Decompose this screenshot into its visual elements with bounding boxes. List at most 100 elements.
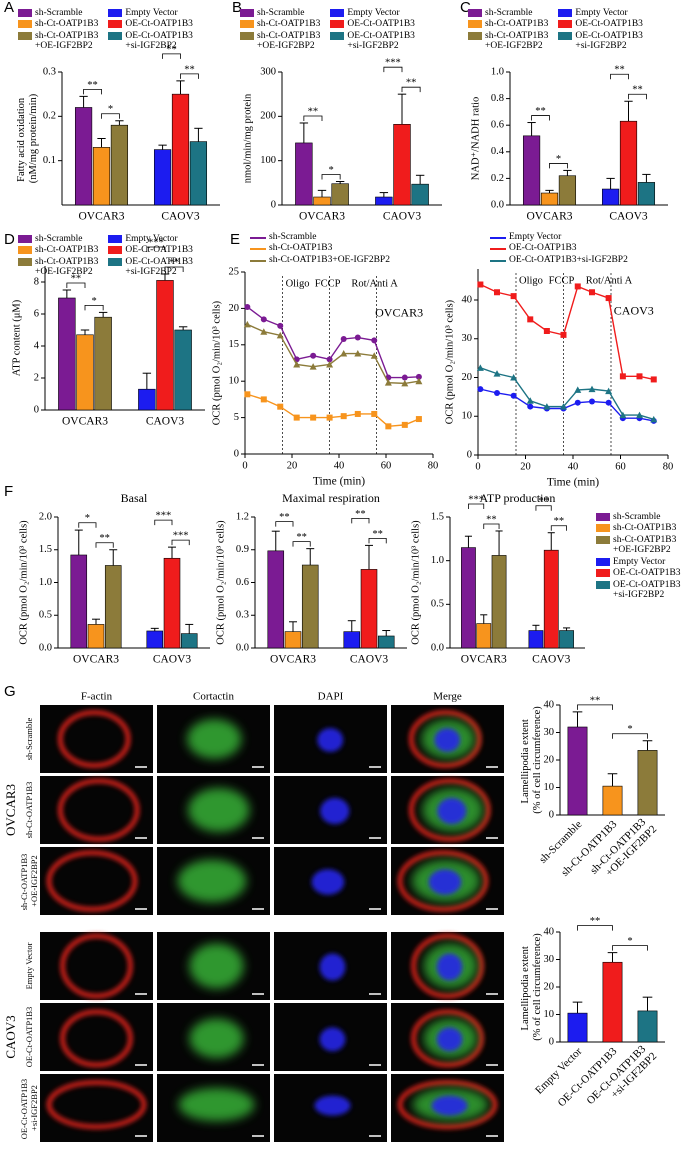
legend-item: Empty Vector [108,8,193,18]
significance-bracket [612,945,648,951]
group-label: OVCAR3 [3,784,18,836]
error-bar [97,138,106,148]
legend-swatch [18,257,32,266]
bar [476,623,492,649]
error-bar [495,530,503,556]
dapi-signal [311,869,345,895]
y-tick-label: 0.6 [491,120,504,131]
legend-item: sh-Ct-OATP1B3 +OE-IGF2BP2 [240,31,320,52]
significance-bracket [483,523,500,529]
bar [174,329,192,411]
legend: sh-Scramble sh-Ct-OATP1B3 sh-Ct-OATP1B3 +O… [240,8,415,52]
micrograph [274,705,387,773]
y-axis-label: OCR (pmol O₂/min/10³ cells) [444,299,455,424]
bar [163,557,181,649]
significance-bracket [468,503,485,509]
bar [528,630,544,649]
f-actin-signal [397,1080,498,1130]
bar [522,135,541,206]
significance-bracket [101,113,120,119]
y-tick-label: 0.3 [236,610,249,621]
bar [491,555,507,649]
legend-swatch [490,237,506,239]
significance-label: ** [71,273,82,284]
legend-swatch [468,9,482,17]
micrograph [391,932,504,1000]
y-tick-label: 25 [229,266,240,277]
significance-bracket [368,537,387,544]
marker [619,411,627,419]
significance-bracket [612,733,648,739]
bar [92,147,111,206]
legend-item: sh-Scramble [18,234,98,244]
marker [510,293,517,300]
bar [180,633,198,649]
cell-line-label: CAOV3 [614,304,654,318]
legend-item: sh-Ct-OATP1B3 [240,19,320,29]
error-bar [572,711,583,727]
bar [543,549,559,649]
significance-label: *** [148,237,164,248]
legend-item: OE-Ct-OATP1B3 [108,245,193,255]
bar [559,630,574,649]
x-tick-label: 60 [615,461,626,472]
legend-swatch [490,248,506,251]
micrograph [40,1074,153,1142]
significance-label: * [328,165,333,176]
significance-label: * [91,296,96,307]
y-tick-label: 0.0 [236,642,249,653]
error-bar [624,100,633,122]
legend-item: OE-Ct-OATP1B3 +si-IGF2BP2 [108,31,193,52]
legend-swatch [250,237,266,239]
bar [567,726,588,816]
y-axis-label: NAD⁺/NADH ratio [470,97,481,180]
legend-item: sh-Ct-OATP1B3+OE-IGF2BP2 [250,255,390,265]
bar [602,961,623,1043]
panel-letter: G [4,683,16,700]
marker [636,411,643,419]
series-line [247,323,420,385]
significance-bracket [351,517,370,524]
significance-bracket [78,522,97,528]
error-bar [379,192,389,198]
y-tick-label: 0.1 [43,155,56,166]
marker [543,403,551,410]
column-header: Cortactin [193,691,234,703]
significance-bracket [171,539,190,546]
bar [637,182,656,206]
f-actin-signal [411,1009,484,1068]
y-tick-label: 20 [462,372,473,383]
marker [589,289,595,296]
legend-swatch [490,259,506,262]
legend-label: sh-Ct-OATP1B3 [35,19,99,30]
significance-label: ** [372,529,383,540]
legend-item: sh-Ct-OATP1B3 +OE-IGF2BP2 [468,31,548,52]
legend-label: sh-Ct-OATP1B3 [257,19,321,30]
significance-bracket [275,521,294,527]
cortactin-signal [178,1088,255,1122]
significance-bracket [628,93,647,100]
significance-label: ** [355,509,366,520]
legend-swatch [468,31,482,40]
y-tick-label: 10 [462,411,473,422]
y-tick-label: 0.6 [236,577,249,588]
legend-label: sh-Ct-OATP1B3+OE-IGF2BP2 [269,254,390,265]
legend-item: OE-Ct-OATP1B3 +si-IGF2BP2 [558,31,643,52]
y-axis-label: nmol/min/mg protein [242,93,253,183]
f-actin-signal [46,1080,147,1130]
y-tick-label: 0.0 [491,199,504,210]
y-tick-label: 0.2 [491,173,504,184]
marker [340,335,347,342]
f-actin-signal [46,850,138,912]
error-bar [62,289,72,298]
error-bar [335,181,345,184]
bar [360,569,378,649]
marker [340,350,348,357]
marker [415,373,422,380]
legend-label: sh-Scramble [35,8,83,18]
significance-bracket [321,174,341,180]
bar [284,631,302,649]
injection-label: Rot/Anti A [351,278,398,289]
row-label: OE-Ct-OATP1B3 [24,1007,34,1067]
error-bar [547,532,555,551]
